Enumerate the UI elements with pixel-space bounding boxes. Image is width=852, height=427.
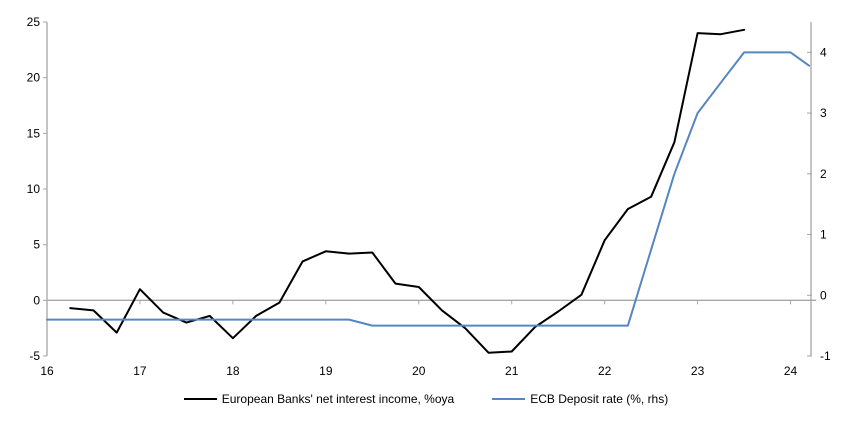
left-axis-tick-label: 10 [27, 182, 41, 196]
right-axis-tick-label: 0 [820, 288, 827, 302]
legend-item-net-interest-income: European Banks' net interest income, %oy… [183, 392, 455, 406]
series-line-net-interest-income [69, 28, 746, 354]
black-line-swatch-icon [183, 398, 217, 400]
left-axis-tick-label: 0 [33, 293, 40, 307]
x-axis-tick-label: 16 [40, 364, 54, 378]
left-axis-tick-label: 25 [27, 15, 41, 29]
x-axis-tick-label: 21 [505, 364, 519, 378]
right-axis-tick-label: 2 [820, 167, 827, 181]
chart-legend: European Banks' net interest income, %oy… [0, 392, 852, 406]
x-axis-tick-label: 24 [784, 364, 798, 378]
left-axis-tick-label: -5 [29, 349, 40, 363]
series-line-ecb-deposit-rate [46, 51, 811, 327]
legend-label: European Banks' net interest income, %oy… [221, 392, 455, 406]
left-axis-tick-label: 20 [27, 71, 41, 85]
right-axis-tick-label: -1 [820, 349, 831, 363]
legend-item-ecb-deposit-rate: ECB Deposit rate (%, rhs) [492, 392, 668, 406]
x-axis-tick-label: 20 [412, 364, 426, 378]
x-axis-tick-label: 18 [226, 364, 240, 378]
right-axis-tick-label: 1 [820, 228, 827, 242]
right-axis-tick-label: 4 [820, 45, 827, 59]
left-axis-tick-label: 15 [27, 126, 41, 140]
x-axis-tick-label: 22 [598, 364, 612, 378]
x-axis-tick-label: 17 [133, 364, 147, 378]
blue-line-swatch-icon [492, 398, 526, 400]
x-axis-tick-label: 23 [691, 364, 705, 378]
legend-label: ECB Deposit rate (%, rhs) [530, 392, 669, 406]
right-axis-tick-label: 3 [820, 106, 827, 120]
left-axis-tick-label: 5 [33, 238, 40, 252]
x-axis-tick-label: 19 [319, 364, 333, 378]
